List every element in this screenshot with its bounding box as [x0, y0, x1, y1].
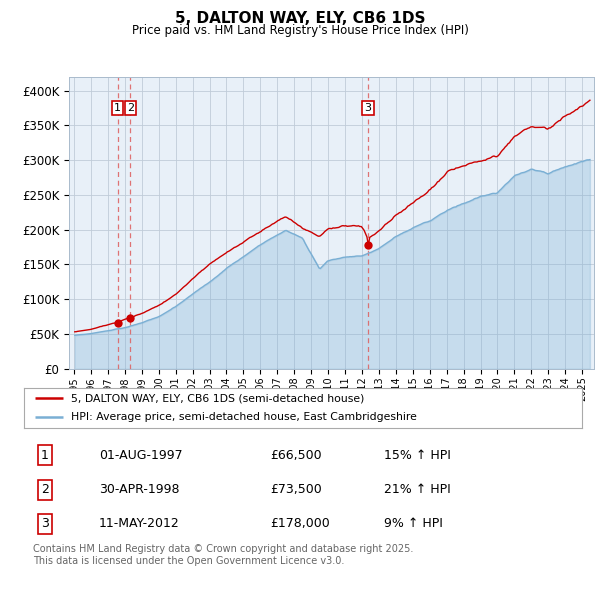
- Text: 21% ↑ HPI: 21% ↑ HPI: [384, 483, 451, 496]
- Text: 3: 3: [365, 103, 371, 113]
- Text: 5, DALTON WAY, ELY, CB6 1DS (semi-detached house): 5, DALTON WAY, ELY, CB6 1DS (semi-detach…: [71, 394, 365, 404]
- Text: 5, DALTON WAY, ELY, CB6 1DS: 5, DALTON WAY, ELY, CB6 1DS: [175, 11, 425, 25]
- Text: 1: 1: [41, 449, 49, 462]
- Text: £178,000: £178,000: [270, 517, 330, 530]
- Text: 2: 2: [41, 483, 49, 496]
- Text: 1: 1: [114, 103, 121, 113]
- Text: 9% ↑ HPI: 9% ↑ HPI: [384, 517, 443, 530]
- Text: 30-APR-1998: 30-APR-1998: [99, 483, 179, 496]
- Text: £73,500: £73,500: [270, 483, 322, 496]
- Text: 01-AUG-1997: 01-AUG-1997: [99, 449, 182, 462]
- Text: £66,500: £66,500: [270, 449, 322, 462]
- Text: 3: 3: [41, 517, 49, 530]
- Text: Price paid vs. HM Land Registry's House Price Index (HPI): Price paid vs. HM Land Registry's House …: [131, 24, 469, 37]
- Text: HPI: Average price, semi-detached house, East Cambridgeshire: HPI: Average price, semi-detached house,…: [71, 412, 418, 422]
- Text: Contains HM Land Registry data © Crown copyright and database right 2025.
This d: Contains HM Land Registry data © Crown c…: [33, 544, 413, 566]
- Text: 11-MAY-2012: 11-MAY-2012: [99, 517, 180, 530]
- Text: 2: 2: [127, 103, 134, 113]
- Text: 15% ↑ HPI: 15% ↑ HPI: [384, 449, 451, 462]
